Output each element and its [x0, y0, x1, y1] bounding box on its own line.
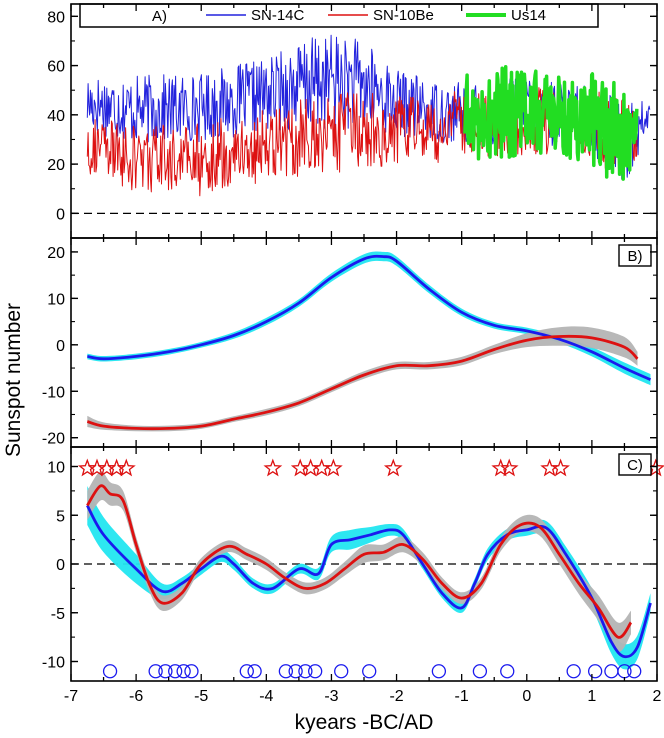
- minimum-circle: [168, 664, 183, 679]
- panel-tag: C): [627, 457, 643, 474]
- panel-a: A) SN-14C SN-10Be Us14 0 20 40 60 80: [47, 3, 658, 239]
- y-tick-label: 60: [47, 59, 65, 76]
- y-tick-label: -10: [42, 384, 65, 401]
- maximum-star: [263, 458, 283, 477]
- minimum-circle: [472, 664, 488, 679]
- minimum-circle: [278, 664, 294, 679]
- y-tick-label: -5: [51, 606, 65, 623]
- plot-area: [86, 251, 652, 432]
- y-tick-label: 20: [47, 245, 65, 262]
- minimum-circle: [566, 664, 581, 679]
- panel-tag-box: [618, 453, 652, 476]
- maximum-star: [383, 458, 403, 477]
- legend-label-us14: Us14: [511, 7, 546, 24]
- x-tick-label: 2: [653, 688, 662, 705]
- minimum-circle: [334, 664, 349, 679]
- series-line-1: [86, 334, 639, 431]
- series-line-0: [86, 504, 652, 659]
- minimum-circle: [158, 664, 173, 679]
- minimum-circle: [176, 664, 191, 679]
- series-us14: [463, 65, 639, 181]
- x-tick-label: -6: [129, 688, 143, 705]
- series-line-1: [86, 484, 633, 639]
- y-tick-label: 10: [47, 460, 65, 477]
- uncertainty-band-0: [87, 486, 651, 670]
- minimum-circle: [148, 664, 163, 679]
- legend: A) SN-14C SN-10Be Us14: [79, 3, 599, 28]
- uncertainty-band-1: [87, 326, 638, 432]
- maximum-star: [499, 458, 519, 477]
- minimum-circle: [587, 664, 603, 679]
- minimum-circle: [431, 664, 447, 679]
- plot-area: [71, 471, 657, 670]
- minimum-circle: [627, 664, 642, 679]
- minimum-circle: [298, 664, 313, 679]
- legend-label-sn-10be: SN-10Be: [373, 7, 434, 24]
- x-tick-label: -4: [259, 688, 273, 705]
- minimum-circle: [102, 664, 118, 679]
- series-line-0: [87, 254, 652, 381]
- panel-c: C) -10 -5 0 5 10: [42, 446, 664, 682]
- minimum-circle: [500, 664, 515, 679]
- legend-label-sn-14c: SN-14C: [251, 7, 305, 24]
- x-tick-label: 1: [587, 688, 596, 705]
- maximum-star: [491, 458, 511, 477]
- uncertainty-band-0: [87, 251, 651, 386]
- minimum-circle: [308, 664, 323, 679]
- y-tick-label: -20: [42, 431, 65, 448]
- x-tick-label: -7: [64, 688, 78, 705]
- panel-tag-box: [618, 244, 652, 267]
- y-tick-label: 0: [56, 557, 65, 574]
- y-axis-title: Sunspot number: [2, 303, 25, 457]
- x-tick-label: -1: [455, 688, 469, 705]
- x-axis-title: kyears -BC/AD: [295, 711, 434, 734]
- maximum-star: [551, 458, 570, 477]
- y-tick-label: 0: [56, 206, 65, 223]
- x-tick-label: -3: [324, 688, 338, 705]
- minimum-circle: [247, 664, 262, 679]
- y-tick-label: 0: [56, 338, 65, 355]
- minimum-circle: [604, 664, 619, 679]
- y-tick-label: 80: [47, 9, 65, 26]
- minimum-circle: [362, 664, 377, 679]
- x-tick-label: -5: [194, 688, 208, 705]
- minimum-circle: [239, 664, 254, 679]
- y-tick-label: -10: [42, 655, 65, 672]
- x-tick-label: 0: [522, 688, 531, 705]
- x-axis: -7 -6 -5 -4 -3 -2 -1 0 1 2: [64, 688, 662, 705]
- maximum-star: [324, 458, 343, 477]
- y-tick-label: 10: [47, 291, 65, 308]
- minimum-circle: [288, 664, 303, 679]
- y-tick-label: 40: [47, 108, 65, 125]
- maximum-star: [116, 458, 136, 477]
- uncertainty-band-1: [87, 471, 632, 652]
- x-tick-label: -2: [389, 688, 403, 705]
- panel-b: B) -20 -10 0 10 20: [42, 237, 658, 448]
- plot-area: [71, 34, 657, 215]
- y-tick-label: 5: [56, 508, 65, 525]
- y-tick-label: 20: [47, 157, 65, 174]
- panel-tag: A): [152, 8, 167, 25]
- minimum-circle: [184, 664, 199, 679]
- panel-tag: B): [628, 248, 643, 265]
